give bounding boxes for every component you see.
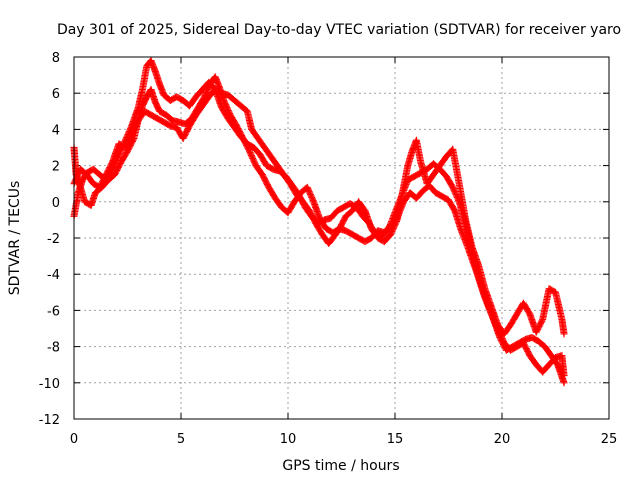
y-tick-label: -6	[47, 304, 60, 319]
x-tick-label: 25	[601, 432, 618, 447]
y-tick-label: -2	[47, 232, 60, 247]
chart-title: Day 301 of 2025, Sidereal Day-to-day VTE…	[57, 22, 621, 38]
y-axis-label: SDTVAR / TECUs	[7, 181, 23, 296]
y-tick-label: 6	[52, 87, 60, 102]
series-track-c	[70, 86, 568, 380]
y-tick-label: 0	[52, 196, 60, 211]
x-tick-label: 15	[387, 432, 404, 447]
x-axis-label: GPS time / hours	[282, 458, 399, 474]
y-tick-label: -10	[39, 377, 60, 392]
y-tick-label: -12	[39, 413, 60, 428]
data-point	[560, 330, 568, 338]
x-tick-label: 10	[280, 432, 297, 447]
x-tick-label: 5	[177, 432, 185, 447]
y-tick-label: -8	[47, 341, 60, 356]
data-point	[538, 317, 546, 325]
x-tick-label: 20	[494, 432, 511, 447]
plot-frame	[73, 56, 610, 420]
x-tick-label: 0	[70, 432, 78, 447]
y-tick-label: 4	[52, 123, 60, 138]
data-point	[560, 372, 568, 380]
y-tick-label: -4	[47, 268, 60, 283]
grid-lines	[74, 57, 609, 419]
data-point	[560, 379, 568, 387]
y-tick-label: 8	[52, 51, 60, 66]
data-points	[70, 57, 568, 387]
y-tick-label: 2	[52, 160, 60, 175]
y-axis-ticks: -12 -10 -8 -6 -4 -2 0 2 4 6 8	[39, 51, 609, 428]
